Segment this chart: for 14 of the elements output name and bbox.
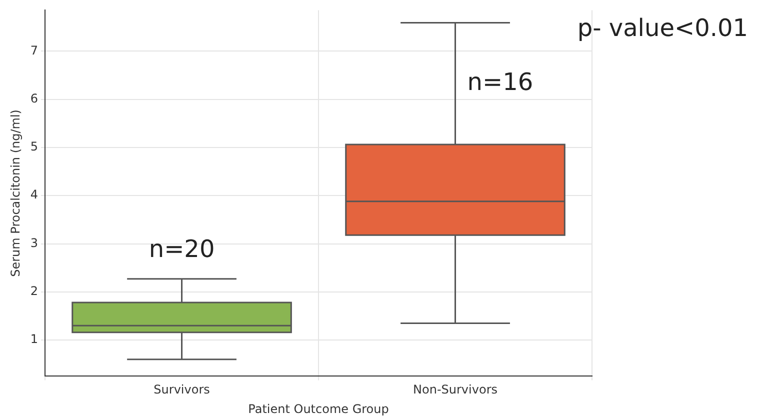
x-axis-title: Patient Outcome Group: [248, 402, 389, 416]
y-tick-label: 6: [30, 91, 38, 106]
annotation: n=16: [467, 68, 534, 96]
y-tick-label: 2: [30, 284, 38, 298]
x-tick-label: Non-Survivors: [413, 382, 498, 397]
annotation: p- value<0.01: [577, 14, 748, 42]
annotation: n=20: [148, 235, 215, 264]
y-axis-title: Serum Procalcitonin (ng/ml): [8, 110, 22, 277]
y-tick-label: 3: [30, 236, 38, 250]
y-tick-label: 7: [30, 43, 38, 58]
x-tick-label: Survivors: [154, 382, 210, 397]
y-tick-label: 4: [30, 188, 38, 202]
y-tick-label: 1: [30, 332, 38, 346]
y-tick-label: 5: [30, 140, 38, 154]
